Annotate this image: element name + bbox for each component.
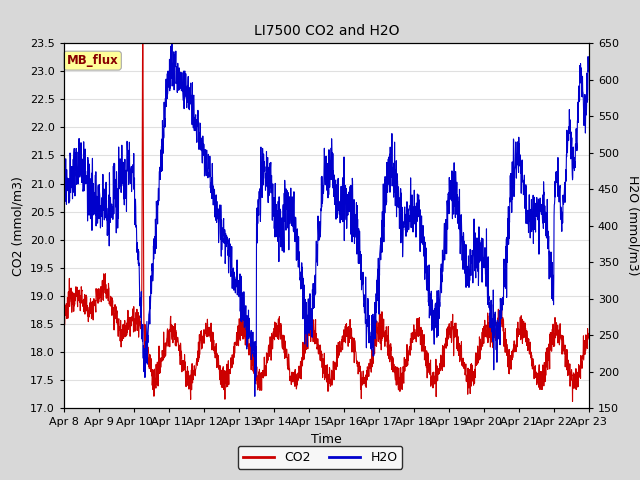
Y-axis label: CO2 (mmol/m3): CO2 (mmol/m3) bbox=[12, 176, 24, 276]
Legend: CO2, H2O: CO2, H2O bbox=[237, 446, 403, 469]
Title: LI7500 CO2 and H2O: LI7500 CO2 and H2O bbox=[253, 24, 399, 38]
X-axis label: Time: Time bbox=[311, 432, 342, 445]
Text: MB_flux: MB_flux bbox=[67, 54, 118, 67]
Y-axis label: H2O (mmol/m3): H2O (mmol/m3) bbox=[627, 175, 640, 276]
